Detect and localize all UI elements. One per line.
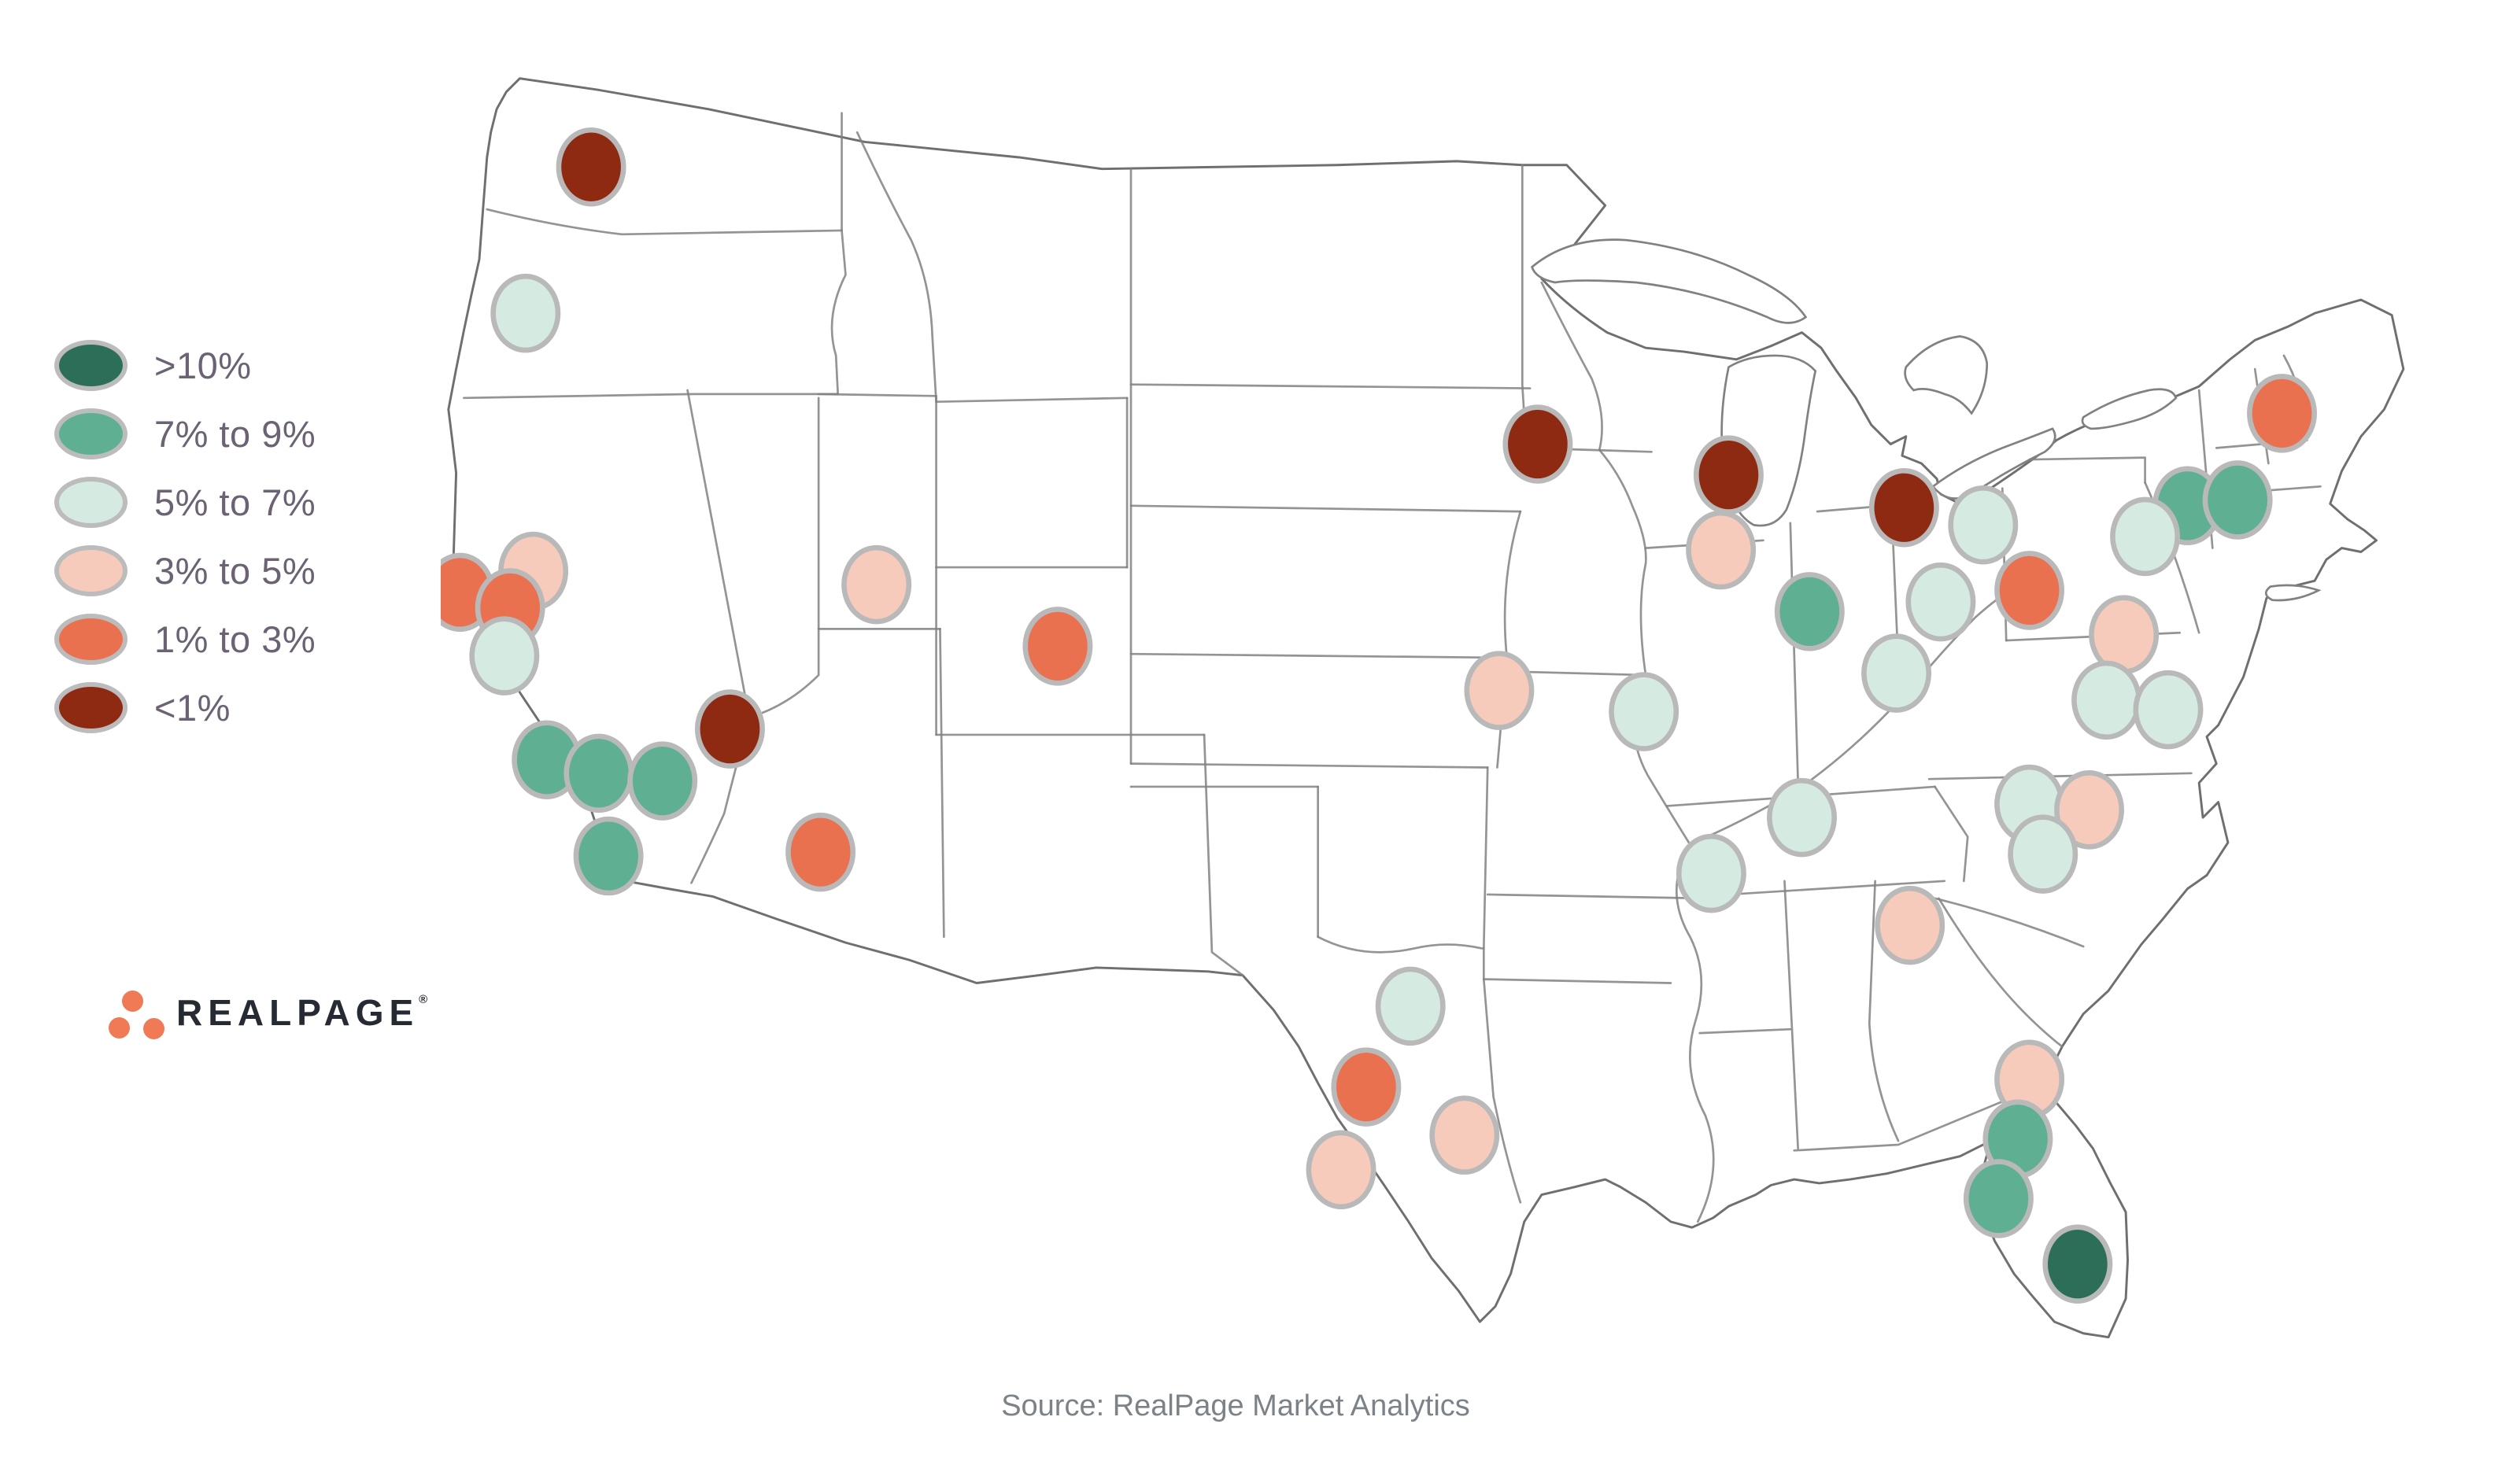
marker-charlotte <box>2008 814 2078 894</box>
legend-swatch-lt1 <box>54 681 127 733</box>
legend-item-lt1: <1% <box>54 681 316 733</box>
marker-memphis <box>1676 833 1746 913</box>
legend-swatch-p7to9 <box>54 408 127 459</box>
marker-cincinnati <box>1861 633 1932 713</box>
brand-text: REALPAGE® <box>176 992 428 1033</box>
legend-item-gt10: >10% <box>54 339 316 391</box>
realpage-logo: REALPAGE® <box>109 987 427 1039</box>
legend-label: 1% to 3% <box>154 618 316 660</box>
marker-atlanta <box>1875 885 1945 965</box>
legend-item-p3to5: 3% to 5% <box>54 544 316 596</box>
logo-dot <box>122 991 143 1012</box>
marker-long-island <box>2202 460 2273 540</box>
legend: >10% 7% to 9% 5% to 7% 3% to 5% 1% to 3% <1% <box>54 339 316 751</box>
marker-seattle <box>556 127 626 207</box>
marker-tampa <box>1963 1159 2034 1238</box>
marker-riverside <box>627 741 698 821</box>
registered-mark: ® <box>419 993 428 1006</box>
marker-baltimore <box>2089 595 2160 674</box>
marker-minneapolis <box>1502 404 1573 484</box>
legend-label: <1% <box>154 686 231 729</box>
logo-dot <box>109 1017 130 1039</box>
marker-houston <box>1429 1095 1500 1175</box>
marker-cleveland <box>1948 485 2019 565</box>
lake-huron <box>1904 335 1989 415</box>
marker-columbus <box>1905 562 1976 642</box>
lake-superior <box>1530 238 1808 324</box>
legend-swatch-p1to3 <box>54 613 127 665</box>
marker-philadelphia <box>2110 496 2181 577</box>
marker-chicago <box>1686 510 1757 590</box>
marker-detroit <box>1868 467 1939 548</box>
market-dots <box>425 127 2317 1304</box>
legend-item-p5to7: 5% to 7% <box>54 476 316 528</box>
marker-pittsburgh <box>1994 551 2065 630</box>
marker-denver <box>1022 607 1093 686</box>
marker-raleigh <box>2054 770 2125 850</box>
legend-swatch-p3to5 <box>54 544 127 596</box>
marker-las-vegas <box>695 689 765 769</box>
long-island-shape <box>2264 584 2322 602</box>
legend-label: 3% to 5% <box>154 549 316 592</box>
us-outline <box>447 77 2405 1339</box>
marker-portland <box>490 273 561 353</box>
lake-ontario <box>2081 388 2178 430</box>
marker-kansas-city <box>1464 651 1535 730</box>
legend-swatch-p5to7 <box>54 476 127 528</box>
marker-phoenix <box>785 812 856 892</box>
marker-dallas <box>1375 966 1446 1046</box>
marker-milwaukee <box>1693 435 1764 515</box>
legend-item-p7to9: 7% to 9% <box>54 408 316 459</box>
marker-indianapolis <box>1774 572 1845 651</box>
marker-richmond <box>2133 670 2204 750</box>
legend-label: >10% <box>154 344 252 386</box>
legend-label: 7% to 9% <box>154 412 316 455</box>
marker-central-coast <box>469 616 540 695</box>
marker-boston <box>2247 374 2317 453</box>
legend-swatch-gt10 <box>54 339 127 391</box>
marker-austin <box>1331 1047 1402 1127</box>
source-text: Source: RealPage Market Analytics <box>1001 1389 1470 1422</box>
marker-washington-dc <box>2071 660 2142 740</box>
map-canvas <box>425 67 2417 1360</box>
legend-label: 5% to 7% <box>154 481 316 523</box>
marker-st-louis <box>1609 672 1679 751</box>
logo-dots-icon <box>109 987 164 1039</box>
marker-san-antonio <box>1306 1130 1376 1210</box>
us-map <box>425 77 2405 1339</box>
marker-miami <box>2042 1224 2113 1304</box>
marker-salt-lake-city <box>841 544 912 625</box>
marker-anaheim <box>563 733 634 814</box>
marker-nashville <box>1767 777 1837 858</box>
legend-item-p1to3: 1% to 3% <box>54 613 316 665</box>
logo-dot <box>143 1018 164 1039</box>
marker-san-diego <box>573 816 644 896</box>
